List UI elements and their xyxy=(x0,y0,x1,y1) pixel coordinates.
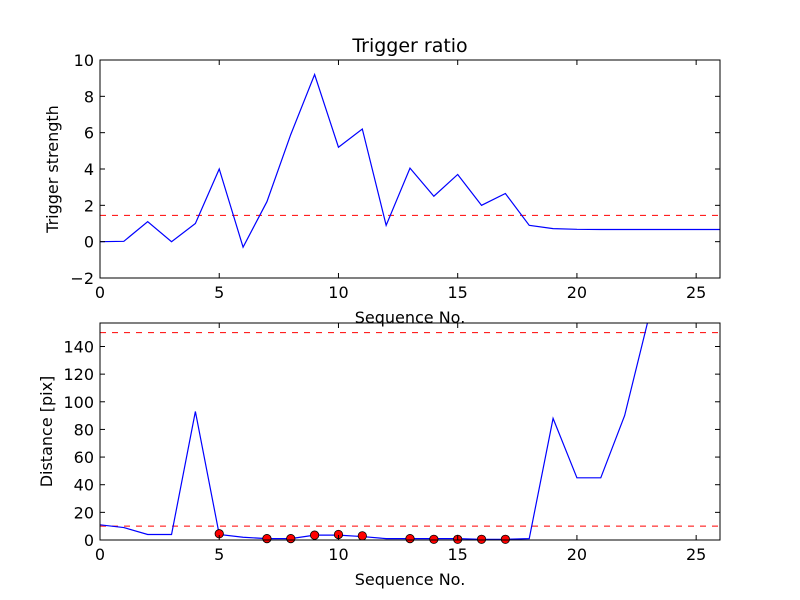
x-tick-label: 10 xyxy=(328,283,348,302)
y-tick-label: 20 xyxy=(74,503,94,522)
y-tick-label: 120 xyxy=(63,365,94,384)
x-axis-label: Sequence No. xyxy=(355,570,466,589)
x-tick-label: 20 xyxy=(567,283,587,302)
data-point-marker xyxy=(357,531,367,541)
chart-title: Trigger ratio xyxy=(351,35,467,57)
y-axis-label: Trigger strength xyxy=(43,105,62,234)
data-point-marker xyxy=(310,530,320,540)
y-tick-label: 6 xyxy=(84,124,94,143)
y-tick-label: 0 xyxy=(84,233,94,252)
plot-area xyxy=(100,72,720,249)
x-tick-label: 15 xyxy=(448,283,468,302)
x-tick-label: 10 xyxy=(328,545,348,564)
data-point-marker xyxy=(500,534,510,544)
y-tick-label: 60 xyxy=(74,448,94,467)
series-line-0 xyxy=(100,323,649,540)
y-tick-label: 0 xyxy=(84,531,94,550)
y-tick-label: 40 xyxy=(74,476,94,495)
y-axis-label: Distance [pix] xyxy=(37,376,56,488)
x-tick-label: 25 xyxy=(686,545,706,564)
plot-area xyxy=(100,323,720,540)
series-line-0 xyxy=(100,72,720,249)
x-tick-label: 0 xyxy=(95,545,105,564)
y-tick-label: −2 xyxy=(70,269,94,288)
x-tick-label: 25 xyxy=(686,283,706,302)
data-point-marker xyxy=(286,534,296,544)
axes-frame xyxy=(99,322,721,541)
data-point-marker xyxy=(262,534,272,544)
y-tick-label: 140 xyxy=(63,337,94,356)
data-point-marker xyxy=(405,534,415,544)
y-tick-label: 8 xyxy=(84,87,94,106)
y-tick-label: 4 xyxy=(84,160,94,179)
x-axis-label: Sequence No. xyxy=(355,308,466,327)
y-tick-label: 100 xyxy=(63,393,94,412)
y-tick-label: 80 xyxy=(74,420,94,439)
distance-chart: 0 5 10 15 20 25 0 20 40 60 80 100 120 140 Sequence No.… xyxy=(37,322,721,589)
x-tick-label: 0 xyxy=(95,283,105,302)
y-tick-label: 10 xyxy=(74,51,94,70)
y-tick-label: 2 xyxy=(84,196,94,215)
x-tick-label: 5 xyxy=(214,545,224,564)
data-point-marker xyxy=(429,534,439,544)
x-tick-label: 20 xyxy=(567,545,587,564)
x-tick-label: 5 xyxy=(214,283,224,302)
data-point-marker xyxy=(476,534,487,544)
x-tick-label: 15 xyxy=(448,545,468,564)
